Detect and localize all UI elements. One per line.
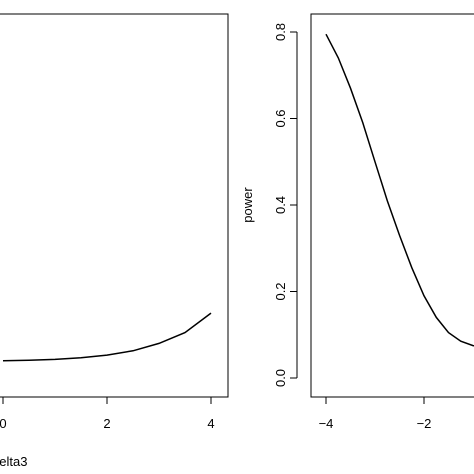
right-y-axis-title: power	[240, 187, 255, 223]
left-x-tick-label: 0	[0, 416, 7, 431]
left-x-ticks: 0 2 4	[0, 397, 215, 431]
right-y-tick-label: 0.6	[273, 109, 288, 127]
right-x-ticks: −4 −2	[319, 397, 432, 431]
right-y-ticks: 0.0 0.2 0.4 0.6 0.8	[273, 23, 297, 387]
left-plot-frame	[0, 13, 229, 398]
left-series-line	[2, 312, 212, 362]
right-y-tick-label: 0.4	[273, 196, 288, 214]
right-y-tick-label: 0.0	[273, 369, 288, 387]
right-panel: 0.0 0.2 0.4 0.6 0.8 −4 −2 power	[240, 13, 474, 431]
right-y-tick-label: 0.2	[273, 282, 288, 300]
right-x-tick-label: −4	[319, 416, 334, 431]
left-panel: 0 2 4 delta3	[0, 13, 229, 469]
right-x-tick-label: −2	[417, 416, 432, 431]
right-plot-frame	[310, 13, 474, 398]
left-x-axis-title: delta3	[0, 454, 27, 469]
right-series-line	[325, 33, 474, 347]
left-x-tick-label: 2	[103, 416, 110, 431]
left-x-tick-label: 4	[207, 416, 214, 431]
right-y-tick-label: 0.8	[273, 23, 288, 41]
